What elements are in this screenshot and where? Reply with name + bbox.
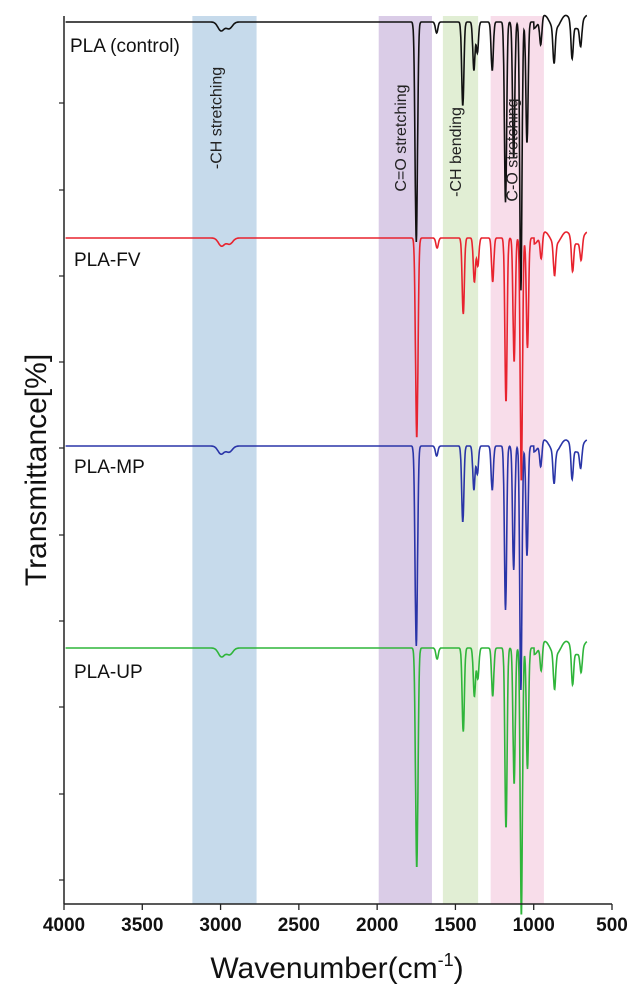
- band-1: [192, 16, 257, 904]
- series-label-2: PLA-FV: [74, 250, 141, 271]
- x-tick-label-500: 500: [596, 915, 628, 936]
- series-label-1: PLA (control): [70, 36, 180, 57]
- band-label-4: C-O stretching: [504, 98, 521, 201]
- x-tick-label-2000: 2000: [356, 915, 398, 936]
- y-axis-title: Transmittance[%]: [20, 354, 53, 586]
- label-layer: PLA (control) PLA-FV PLA-MP PLA-UP -CH stret…: [70, 36, 521, 683]
- band-label-2: C=O stretching: [393, 84, 410, 191]
- series-label-4: PLA-UP: [74, 662, 143, 683]
- bands-layer: [192, 16, 544, 904]
- series-line-1: [65, 14, 588, 291]
- axis-layer: 4000 3500 3000 2500 2000 1500 1000 500: [43, 16, 628, 936]
- x-tick-label-1000: 1000: [513, 915, 555, 936]
- band-label-3: -CH bending: [448, 107, 465, 197]
- series-line-4: [65, 640, 588, 915]
- x-tick-label-2500: 2500: [278, 915, 320, 936]
- series-line-3: [65, 439, 588, 691]
- band-label-1: -CH stretching: [208, 67, 225, 169]
- x-tick-label-3000: 3000: [199, 915, 241, 936]
- x-tick-label-1500: 1500: [434, 915, 476, 936]
- x-axis-title-suffix: ): [454, 952, 464, 985]
- x-axis-title-sup: -1: [438, 950, 454, 970]
- x-tick-label-4000: 4000: [43, 915, 85, 936]
- series-line-2: [65, 231, 588, 481]
- x-tick-label-3500: 3500: [121, 915, 163, 936]
- series-label-3: PLA-MP: [74, 457, 145, 478]
- band-2: [378, 16, 432, 904]
- x-axis-title: Wavenumber(cm-1): [210, 950, 463, 985]
- band-4: [490, 16, 544, 904]
- x-axis-title-text: Wavenumber(cm: [210, 952, 437, 985]
- series-layer: [65, 14, 588, 915]
